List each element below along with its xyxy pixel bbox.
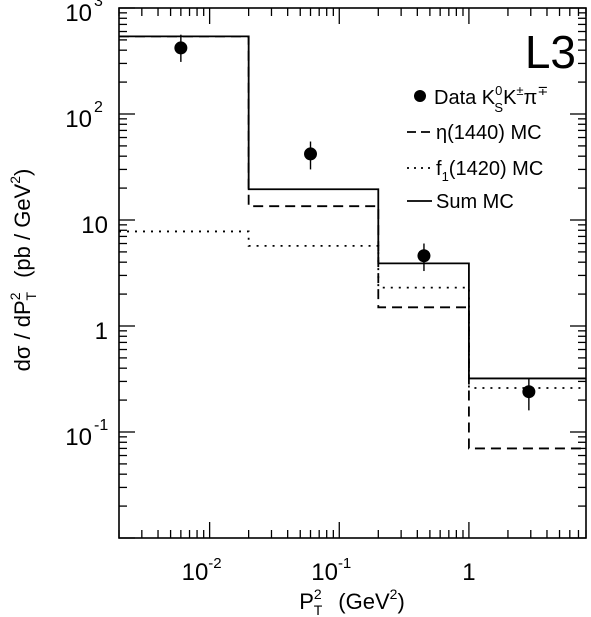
legend-marker-data [414,90,426,102]
y-axis-label: dσ / dP2T(pb / GeV2) [7,169,39,372]
data-point-0 [174,41,188,55]
legend-label-eta: η(1440) MC [436,122,542,144]
legend-label-f1: f1(1420) MC [436,158,543,184]
histogram-dashed-1 [119,35,586,450]
y-tick-label: 10 -1 [65,417,108,451]
x-tick-label: 10-2 [182,555,222,586]
histogram-dotted-2 [119,230,586,389]
x-tick-labels: 10-2 10-1 1 [182,555,476,586]
mc-histograms [119,35,586,450]
y-tick-label: 10 2 [65,99,103,133]
x-tick-label: 1 [462,559,475,586]
legend-label-sum: Sum MC [436,191,514,213]
data-point-3 [522,385,536,399]
data-point-2 [417,249,431,263]
legend: Data K0 SK±π∓ η(1440) MC f1(1420) MC Sum … [407,83,548,213]
y-tick-label: 10 3 [65,0,103,27]
legend-label-data: Data K0 SK±π∓ [434,83,548,115]
data-points [174,34,536,411]
experiment-label: L3 [525,26,576,78]
x-axis-label: P2 T (GeV2) [299,586,405,617]
plot-frame [118,7,587,539]
x-tick-label: 10-1 [311,555,351,586]
y-tick-label: 1 [95,318,108,345]
data-point-1 [304,147,318,161]
axis-ticks [118,7,587,539]
y-tick-label: 10 [81,212,108,239]
histogram-solid-3 [119,35,586,380]
